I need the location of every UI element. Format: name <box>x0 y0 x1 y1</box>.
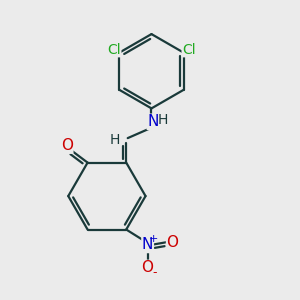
Text: O: O <box>61 138 73 153</box>
Text: Cl: Cl <box>182 43 196 57</box>
Text: H: H <box>110 133 120 147</box>
Text: H: H <box>158 113 168 127</box>
Text: +: + <box>149 234 158 244</box>
Text: Cl: Cl <box>107 43 121 57</box>
Text: O: O <box>142 260 154 275</box>
Text: O: O <box>167 235 178 250</box>
Text: -: - <box>152 266 156 279</box>
Text: N: N <box>142 238 153 253</box>
Text: N: N <box>147 114 159 129</box>
